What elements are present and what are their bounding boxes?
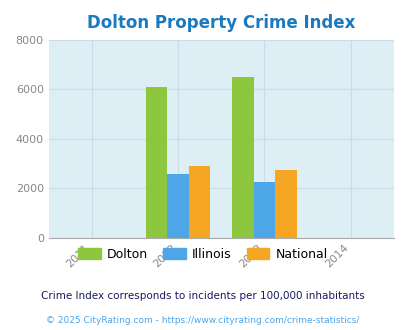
Text: © 2025 CityRating.com - https://www.cityrating.com/crime-statistics/: © 2025 CityRating.com - https://www.city… [46, 316, 359, 325]
Bar [145, 86, 167, 238]
Bar [232, 77, 253, 238]
Title: Dolton Property Crime Index: Dolton Property Crime Index [87, 15, 355, 32]
Bar [167, 174, 188, 238]
Bar [188, 166, 210, 238]
Bar [253, 182, 275, 238]
Bar [275, 170, 296, 238]
Legend: Dolton, Illinois, National: Dolton, Illinois, National [73, 243, 332, 266]
Text: Crime Index corresponds to incidents per 100,000 inhabitants: Crime Index corresponds to incidents per… [41, 291, 364, 301]
